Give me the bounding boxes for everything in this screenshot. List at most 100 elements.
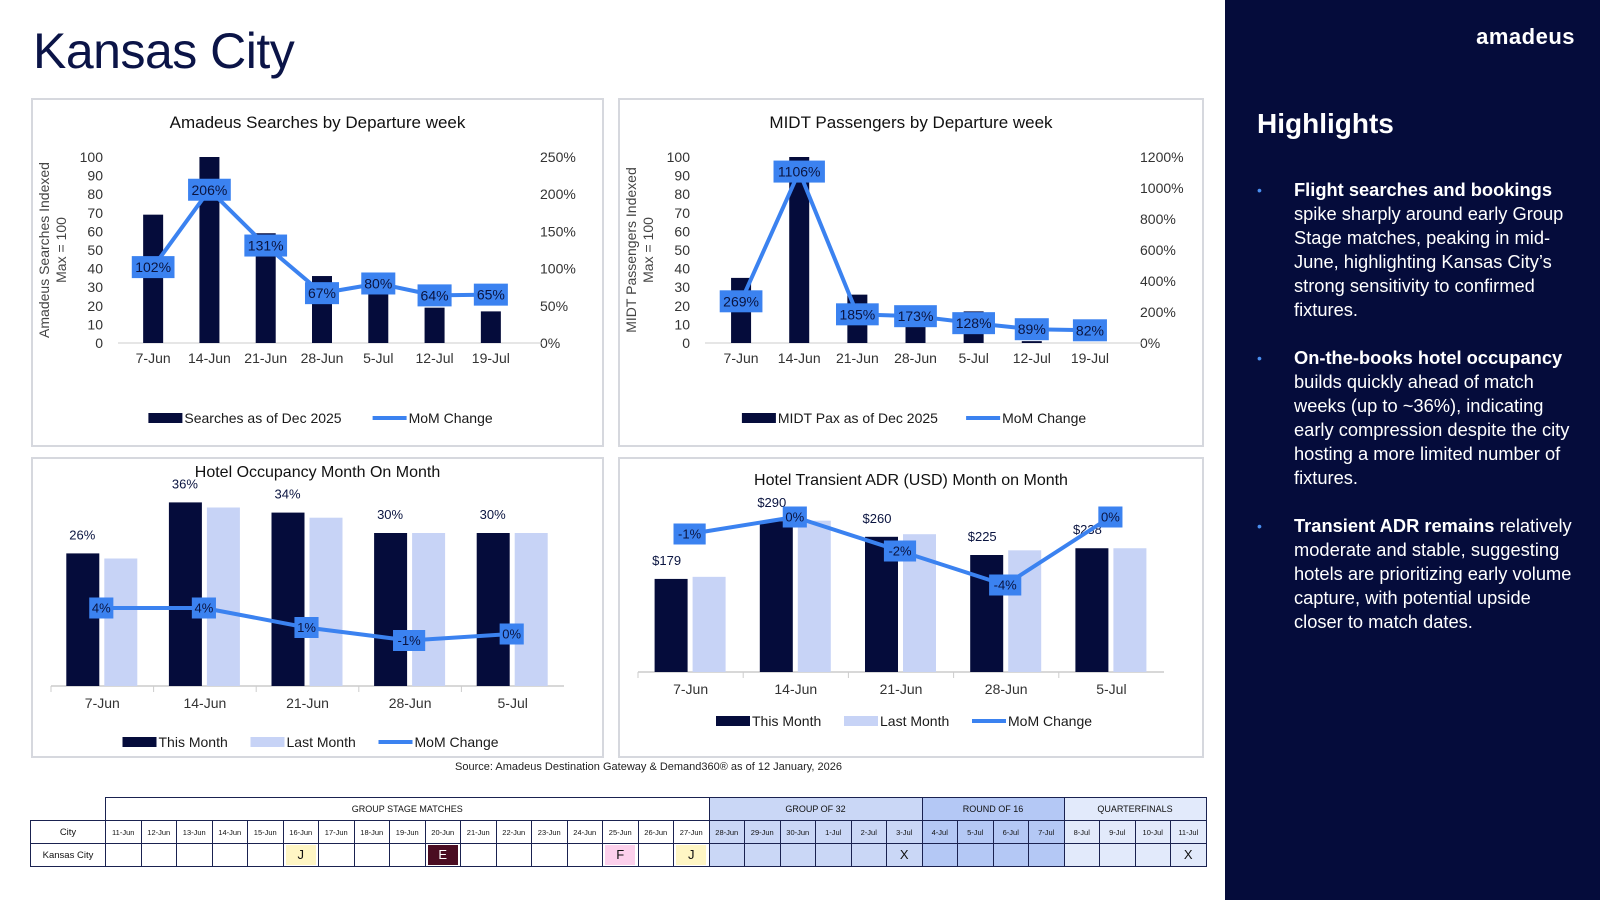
bar-last-month (1008, 550, 1042, 672)
value-label: 30% (480, 507, 506, 522)
date-header: 11-Jun (105, 820, 142, 844)
x-tick-label: 19-Jul (1071, 350, 1109, 366)
highlight-item: • On-the-books hotel occupancy builds qui… (1257, 346, 1577, 490)
mom-data-label: 173% (898, 308, 934, 324)
schedule-cell (992, 843, 1029, 867)
amadeus-logo: amadeus (1476, 24, 1575, 49)
schedule-cell: E (424, 843, 461, 867)
mom-data-label: 65% (477, 287, 505, 303)
mom-data-label-box (773, 160, 825, 183)
legend-label: This Month (159, 734, 228, 750)
y2-tick-label: 800% (1140, 211, 1176, 227)
mom-data-label-box (835, 303, 879, 326)
x-tick-label: 5-Jul (363, 350, 393, 366)
mom-data-label-box (294, 617, 319, 638)
x-tick-label: 28-Jun (985, 681, 1028, 697)
y-tick-label: 40 (674, 261, 690, 277)
value-label: $260 (863, 511, 892, 526)
y-tick-label: 70 (674, 205, 690, 221)
legend-label: This Month (752, 713, 821, 729)
bar (199, 157, 220, 343)
y-tick-label: 80 (674, 186, 690, 202)
date-header: 27-Jun (673, 820, 710, 844)
legend-swatch-bar (716, 716, 750, 726)
chart-title: MIDT Passengers by Departure week (769, 113, 1053, 132)
schedule-cell (460, 843, 497, 867)
mom-data-label-box (883, 540, 917, 562)
y2-tick-label: 1000% (1140, 180, 1184, 196)
highlight-text: spike sharply around early Group Stage m… (1294, 203, 1564, 320)
date-header: 24-Jun (566, 820, 603, 844)
y-axis-label: Amadeus Searches IndexedMax = 100 (36, 162, 69, 338)
legend-label: MoM Change (1002, 410, 1086, 426)
bar (255, 233, 276, 343)
x-tick-label: 21-Jun (286, 695, 329, 711)
adr-chart-panel: Hotel Transient ADR (USD) Month on Month… (618, 457, 1204, 758)
date-header: 15-Jun (247, 820, 284, 844)
mom-data-label: 0% (785, 510, 804, 525)
schedule-cell (176, 843, 213, 867)
schedule-cell: F (602, 843, 639, 867)
mom-data-label-box (188, 178, 231, 201)
mom-data-label-box (1098, 506, 1123, 528)
mom-data-label-box (719, 290, 763, 313)
date-header: 5-Jul (957, 820, 994, 844)
value-label: 36% (172, 476, 198, 491)
mom-data-label-box (673, 523, 706, 545)
x-tick-label: 7-Jun (85, 695, 120, 711)
match-schedule-table: GROUP STAGE MATCHES GROUP OF 32 ROUND OF 1… (30, 797, 1207, 867)
x-tick-label: 5-Jul (1096, 681, 1126, 697)
y-tick-label: 60 (87, 223, 103, 239)
legend-swatch-bar (741, 413, 776, 423)
searches-chart-panel: Amadeus Searches by Departure week Amadeu… (31, 98, 604, 447)
y-tick-label: 100 (80, 149, 104, 165)
schedule-cell (744, 843, 781, 867)
bar-this-month (759, 521, 793, 672)
y-axis-label: MIDT Passengers IndexedMax = 100 (623, 167, 656, 333)
schedule-cell (495, 843, 532, 867)
value-label: $290 (757, 495, 786, 510)
schedule-cell (353, 843, 390, 867)
y-tick-label: 50 (87, 242, 103, 258)
schedule-cell (566, 843, 603, 867)
y-tick-label: 100 (667, 149, 691, 165)
y-tick-label: 90 (674, 168, 690, 184)
bar-this-month (970, 555, 1004, 672)
blank-cell (31, 798, 106, 821)
bar-this-month (271, 512, 305, 686)
x-tick-label: 7-Jun (673, 681, 708, 697)
x-tick-label: 7-Jun (136, 350, 171, 366)
y-tick-label: 30 (674, 279, 690, 295)
highlights-sidebar: amadeus Highlights • Flight searches and … (1225, 0, 1600, 900)
x-tick-label: 14-Jun (183, 695, 226, 711)
date-header: 28-Jun (708, 820, 745, 844)
bullet-icon: • (1257, 182, 1262, 198)
schedule-cell: X (1170, 843, 1207, 867)
mom-data-label-box (473, 283, 508, 306)
y2-tick-label: 0% (1140, 335, 1160, 351)
schedule-cell (957, 843, 994, 867)
y-tick-label: 50 (674, 242, 690, 258)
date-header: 13-Jun (176, 820, 213, 844)
date-header: 16-Jun (282, 820, 319, 844)
mom-data-label: 206% (192, 182, 228, 198)
mom-data-label-box (89, 597, 114, 619)
x-tick-label: 28-Jun (894, 350, 937, 366)
source-note: Source: Amadeus Destination Gateway & De… (455, 761, 843, 773)
bar (143, 214, 164, 343)
highlight-item: • Flight searches and bookings spike shar… (1257, 178, 1577, 322)
phase-header: QUARTERFINALS (1063, 797, 1207, 821)
mom-data-label-box (894, 305, 937, 328)
mom-data-label-box (499, 623, 524, 645)
mom-data-label: 1106% (778, 164, 821, 180)
x-tick-label: 12-Jul (416, 350, 454, 366)
schedule-cell (850, 843, 887, 867)
y2-tick-label: 400% (1140, 273, 1176, 289)
bar (1021, 341, 1042, 343)
bar (480, 311, 501, 343)
mom-data-label: -2% (888, 544, 912, 559)
x-tick-label: 12-Jul (1013, 350, 1051, 366)
date-header: 9-Jul (1099, 820, 1136, 844)
bar-this-month (1075, 548, 1109, 672)
legend-swatch-bar (250, 737, 285, 747)
